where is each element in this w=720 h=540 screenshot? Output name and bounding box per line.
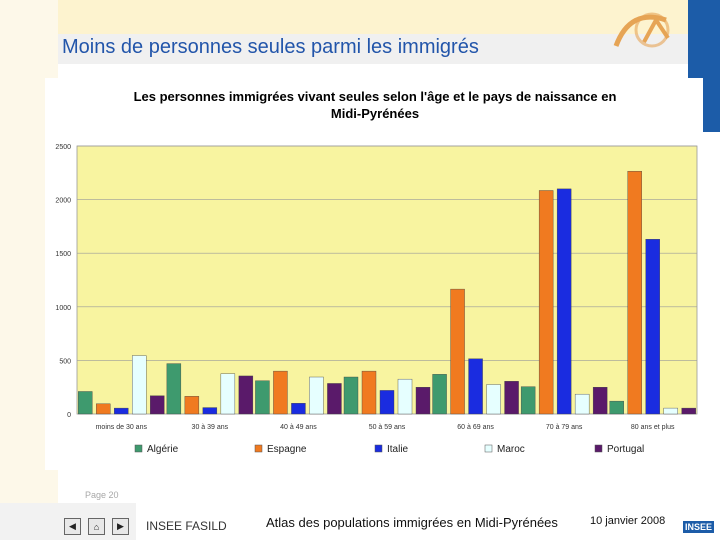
x-tick-label: 30 à 39 ans: [192, 424, 229, 431]
bar: [415, 387, 431, 415]
page-title: Moins de personnes seules parmi les immi…: [62, 36, 479, 58]
y-tick-label: 500: [59, 358, 71, 365]
bar: [132, 355, 147, 415]
legend-label: Portugal: [607, 444, 644, 455]
bar: [114, 407, 129, 415]
bar: [202, 407, 218, 415]
bar: [520, 386, 536, 415]
chart-title-line2: Midi-Pyrénées: [331, 106, 419, 121]
page-number: Page 20: [85, 490, 119, 500]
bar: [166, 363, 182, 415]
bar: [574, 393, 590, 415]
y-tick-label: 0: [67, 412, 71, 419]
legend-label: Italie: [387, 444, 409, 455]
home-button[interactable]: ⌂: [88, 518, 105, 535]
bar: [486, 384, 501, 415]
x-tick-label: 60 à 69 ans: [457, 424, 494, 431]
y-tick-label: 2000: [55, 198, 71, 205]
bar: [645, 239, 660, 415]
bar: [538, 190, 554, 415]
bar: [450, 288, 465, 415]
legend-swatch: [594, 444, 603, 453]
bar: [432, 374, 447, 415]
bar: [361, 370, 377, 415]
insee-logo-text: INSEE: [683, 521, 715, 533]
bar: [681, 407, 696, 415]
x-tick-label: 40 à 49 ans: [280, 424, 317, 431]
bar: [184, 396, 200, 415]
legend-label: Algérie: [147, 444, 179, 455]
legend-label: Maroc: [497, 444, 525, 455]
legend-swatch: [254, 444, 263, 453]
bar: [592, 387, 608, 415]
prev-page-button[interactable]: ◀: [64, 518, 81, 535]
bar: [78, 391, 93, 415]
bar: [150, 395, 165, 415]
x-tick-label: moins de 30 ans: [96, 424, 148, 431]
bar: [556, 188, 572, 415]
bar: [397, 378, 413, 415]
bar: [343, 376, 359, 415]
bar: [96, 403, 111, 415]
x-tick-label: 70 à 79 ans: [546, 424, 583, 431]
legend-swatch: [374, 444, 383, 453]
bar: [504, 381, 519, 415]
chart-title-line1: Les personnes immigrées vivant seules se…: [134, 89, 617, 104]
footer-atlas-title: Atlas des populations immigrées en Midi-…: [266, 515, 558, 530]
bar-chart: Les personnes immigrées vivant seules se…: [45, 78, 703, 470]
bar: [609, 400, 624, 415]
y-tick-label: 1000: [55, 305, 71, 312]
bar: [309, 376, 324, 415]
bar: [220, 373, 236, 415]
legend-swatch: [484, 444, 493, 453]
title-bar: [58, 34, 688, 64]
y-tick-label: 2500: [55, 144, 71, 151]
bar: [273, 370, 288, 415]
x-tick-label: 50 à 59 ans: [369, 424, 406, 431]
bar: [627, 170, 642, 415]
insee-swirl-logo-icon: [613, 12, 670, 48]
legend-swatch: [134, 444, 143, 453]
header-band: [58, 0, 688, 34]
bar: [468, 358, 483, 415]
bar: [291, 403, 306, 415]
x-tick-label: 80 ans et plus: [631, 424, 675, 431]
bar: [663, 407, 678, 415]
footer-date: 10 janvier 2008: [590, 515, 666, 527]
bar: [238, 375, 254, 415]
bar: [327, 383, 342, 415]
bar: [255, 380, 270, 415]
legend-label: Espagne: [267, 444, 307, 455]
next-page-button[interactable]: ▶: [112, 518, 129, 535]
footer-org: INSEE FASILD: [146, 519, 227, 533]
bar: [379, 390, 395, 415]
y-tick-label: 1500: [55, 251, 71, 258]
